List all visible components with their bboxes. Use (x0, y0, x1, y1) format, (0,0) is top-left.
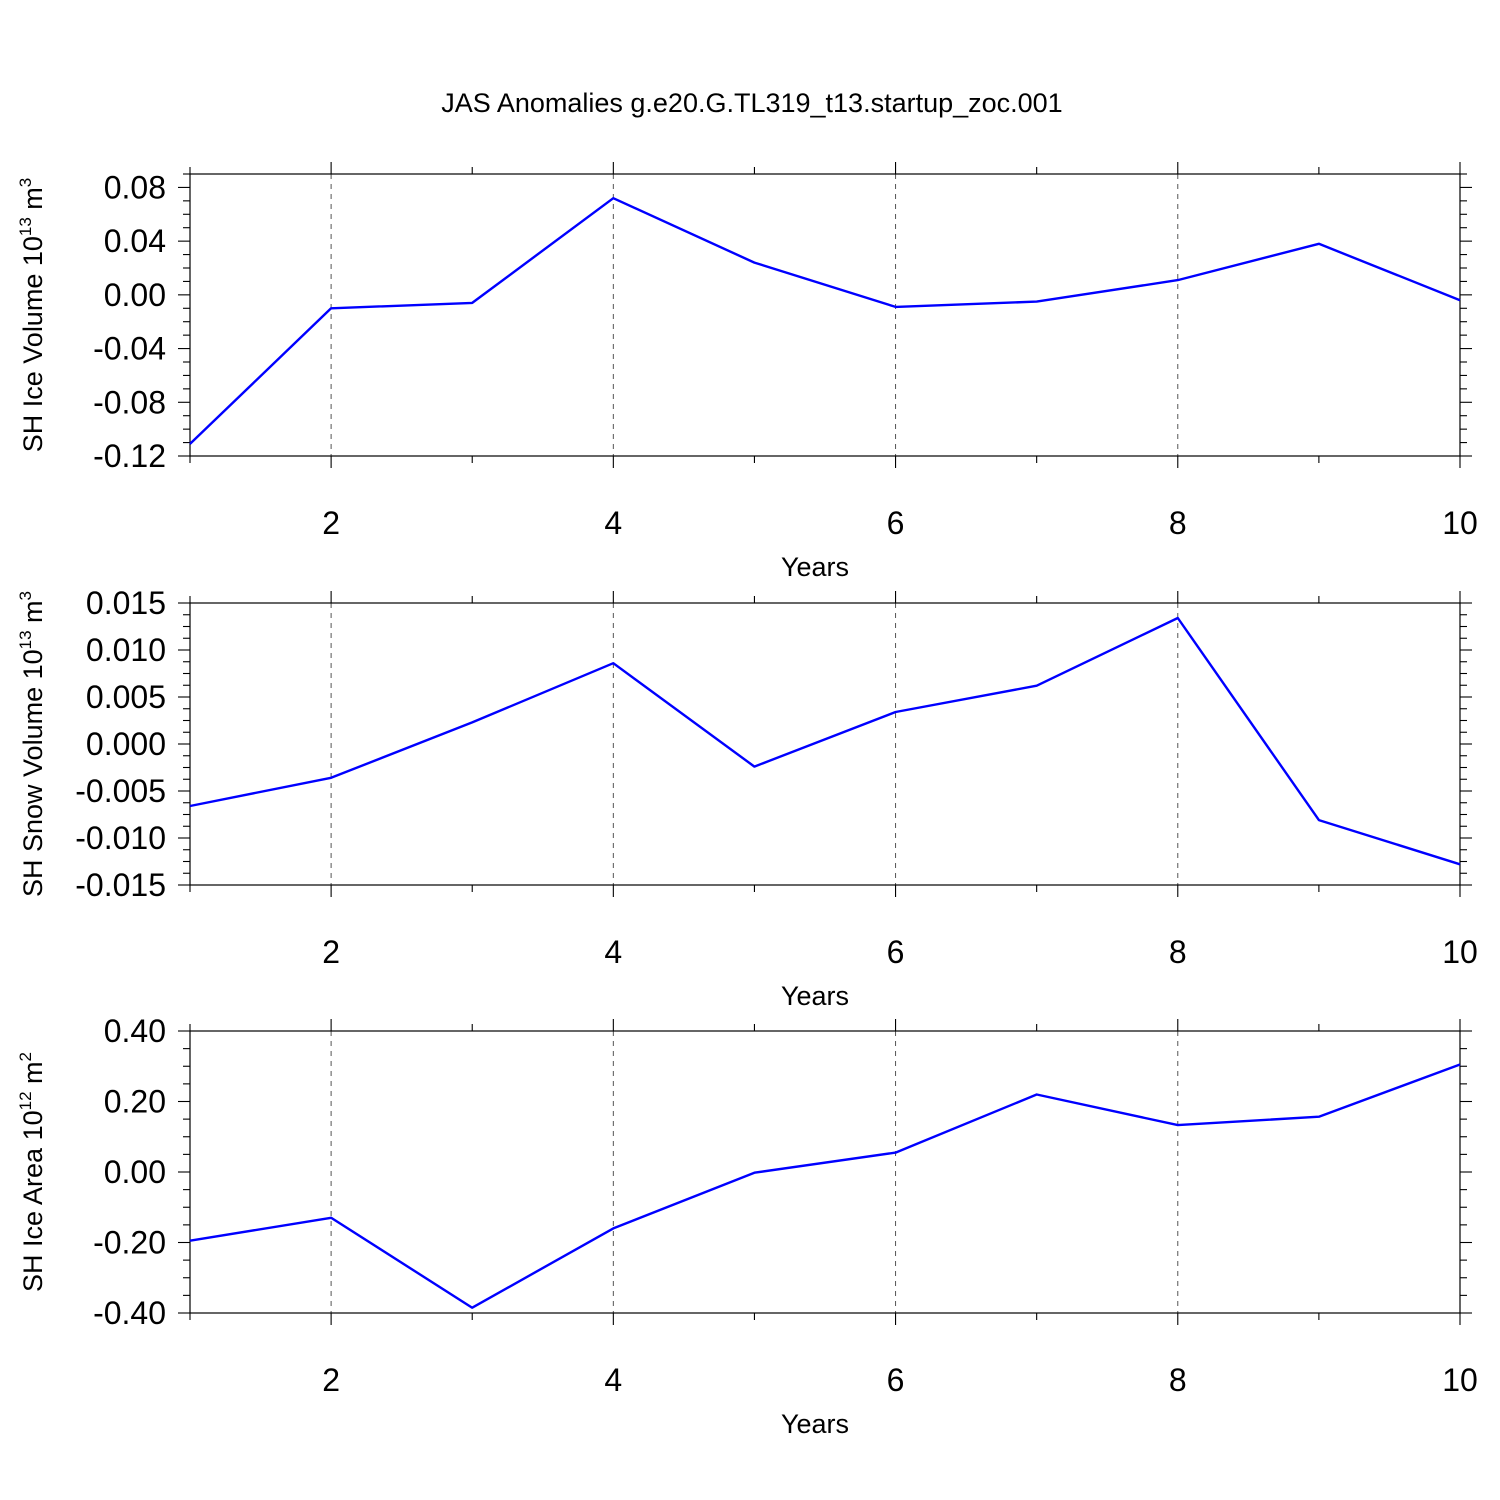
y-tick-label: -0.40 (93, 1295, 166, 1331)
x-axis-title: Years (781, 552, 849, 582)
y-tick-label: -0.04 (93, 331, 166, 367)
x-tick-label: 4 (604, 934, 622, 970)
y-axis-title: SH Ice Volume 1013 m3 (16, 178, 48, 453)
x-tick-label: 8 (1169, 505, 1187, 541)
y-tick-label: 0.04 (104, 223, 166, 259)
y-tick-label: -0.12 (93, 438, 166, 474)
plot-frame (189, 173, 1461, 457)
x-tick-label: 4 (604, 1362, 622, 1398)
chart-main-title: JAS Anomalies g.e20.G.TL319_t13.startup_… (441, 88, 1062, 118)
x-tick-label: 6 (887, 934, 905, 970)
y-tick-label: -0.010 (75, 820, 166, 856)
y-tick-label: 0.00 (104, 277, 166, 313)
y-tick-label: 0.000 (86, 726, 166, 762)
y-tick-label: -0.005 (75, 773, 166, 809)
series-line (189, 616, 1461, 866)
x-tick-label: 2 (322, 505, 340, 541)
y-tick-label: 0.40 (104, 1013, 166, 1049)
y-tick-label: -0.08 (93, 384, 166, 420)
x-axis-title: Years (781, 981, 849, 1011)
x-tick-label: 2 (322, 934, 340, 970)
x-tick-label: 10 (1442, 1362, 1478, 1398)
x-tick-label: 8 (1169, 1362, 1187, 1398)
chart-panel-3: 2 4 6 8 10 -0.40 -0.20 0.00 0.20 0.40 Years SH Ice … (16, 1013, 1478, 1439)
y-tick-label: 0.00 (104, 1154, 166, 1190)
series-line (189, 196, 1461, 445)
y-axis-title: SH Ice Area 1012 m2 (16, 1052, 48, 1292)
y-axis-title: SH Snow Volume 1013 m3 (16, 591, 48, 897)
y-tick-label: -0.015 (75, 867, 166, 903)
chart-panels: 2 4 6 8 10 -0.12 -0.08 -0.04 0.00 0.04 0.08 Years SH… (16, 162, 1478, 1439)
x-tick-label: 6 (887, 505, 905, 541)
y-tick-label: 0.005 (86, 679, 166, 715)
x-tick-label: 6 (887, 1362, 905, 1398)
x-tick-label: 4 (604, 505, 622, 541)
y-tick-label: 0.08 (104, 169, 166, 205)
series-line (189, 1063, 1461, 1309)
y-tick-label: 0.20 (104, 1084, 166, 1120)
x-tick-label: 8 (1169, 934, 1187, 970)
y-tick-label: 0.015 (86, 585, 166, 621)
chart-panel-1: 2 4 6 8 10 -0.12 -0.08 -0.04 0.00 0.04 0.08 Years SH… (16, 162, 1478, 582)
chart-panel-2: 2 4 6 8 10 -0.015 -0.010 -0.005 0.000 0.005 0.010 0… (16, 585, 1478, 1011)
y-tick-label: 0.010 (86, 632, 166, 668)
x-axis-title: Years (781, 1409, 849, 1439)
x-tick-label: 10 (1442, 505, 1478, 541)
x-tick-label: 10 (1442, 934, 1478, 970)
y-tick-label: -0.20 (93, 1225, 166, 1261)
x-tick-label: 2 (322, 1362, 340, 1398)
